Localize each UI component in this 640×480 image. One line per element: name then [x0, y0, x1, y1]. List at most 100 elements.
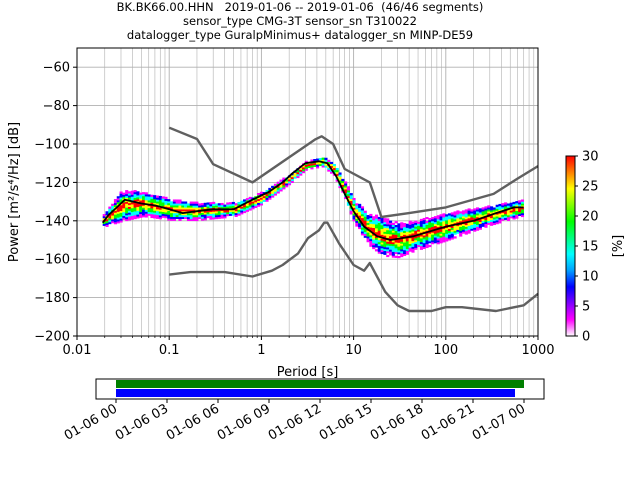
density-cell [265, 195, 269, 198]
density-cell [360, 229, 365, 232]
density-cell [111, 219, 115, 222]
density-cell [116, 221, 120, 224]
density-cell [436, 222, 440, 226]
density-cell [231, 201, 235, 205]
density-cell [490, 217, 494, 221]
density-cell [287, 183, 292, 186]
density-cell [417, 237, 421, 240]
density-cell [422, 221, 426, 225]
density-cell [127, 191, 132, 194]
density-cell [153, 214, 157, 217]
density-cell [226, 213, 230, 217]
density-cell [419, 224, 423, 227]
density-cell [116, 211, 120, 214]
density-cell [372, 243, 376, 246]
density-cell [324, 157, 328, 160]
density-cell [470, 215, 474, 218]
density-cell [383, 223, 387, 227]
density-cell [212, 209, 216, 212]
density-cell [425, 236, 429, 239]
density-cell [498, 215, 502, 218]
density-cell [125, 213, 129, 216]
density-cell [330, 171, 334, 174]
density-cell [189, 213, 193, 216]
density-cell [445, 239, 449, 242]
density-cell [338, 176, 342, 179]
density-cell [397, 250, 401, 253]
density-cell [122, 213, 126, 216]
density-cell [400, 249, 404, 252]
density-cell [459, 213, 463, 216]
density-cell [397, 238, 401, 241]
density-cell [113, 199, 118, 202]
density-cell [467, 214, 471, 217]
density-cell [327, 161, 331, 164]
density-cell [296, 170, 300, 173]
density-cell [102, 216, 106, 219]
density-cell [360, 206, 365, 209]
density-cell [271, 191, 275, 194]
density-cell [439, 231, 443, 234]
density-cell [170, 212, 174, 216]
density-cell [352, 199, 356, 203]
density-cell [153, 210, 157, 213]
density-cell [439, 233, 443, 236]
density-cell [116, 219, 120, 222]
density-cell [363, 235, 367, 238]
density-cell [271, 189, 275, 192]
x-tick-label: 1000 [521, 343, 554, 358]
density-cell [268, 195, 272, 198]
density-cell [327, 159, 331, 163]
density-cell [111, 207, 115, 210]
density-cell [425, 238, 429, 241]
density-cell [442, 219, 446, 222]
density-cell [161, 209, 165, 213]
density-cell [141, 207, 146, 210]
density-cell [206, 202, 210, 205]
density-cell [391, 234, 395, 237]
density-cell [436, 240, 440, 243]
density-cell [411, 233, 415, 236]
density-cell [459, 226, 463, 229]
density-cell [234, 208, 238, 212]
density-cell [341, 186, 345, 189]
density-cell [372, 246, 376, 250]
density-cell [150, 198, 154, 201]
density-cell [447, 215, 452, 218]
density-cell [377, 230, 381, 233]
density-cell [150, 206, 154, 209]
density-cell [265, 193, 269, 197]
density-cell [453, 228, 457, 231]
density-cell [431, 226, 435, 229]
density-cell [383, 248, 387, 252]
density-cell [431, 234, 435, 237]
density-cell [436, 219, 440, 222]
density-cell [108, 221, 112, 225]
density-cell [352, 197, 356, 201]
density-cell [156, 203, 160, 206]
density-cell [478, 223, 482, 226]
density-cell [144, 192, 148, 195]
density-cell [391, 224, 395, 227]
density-cell [428, 235, 432, 238]
density-cell [403, 223, 407, 226]
density-cell [400, 251, 404, 254]
density-cell [178, 201, 182, 204]
density-cell [447, 238, 452, 241]
density-cell [520, 212, 525, 216]
density-cell [130, 207, 134, 211]
density-cell [346, 192, 350, 195]
density-cell [442, 230, 446, 233]
density-cell [139, 213, 143, 216]
density-cell [223, 206, 227, 209]
density-cell [203, 204, 207, 207]
density-cell [271, 193, 275, 196]
density-cell [433, 225, 438, 228]
density-cell [245, 198, 249, 201]
density-cell [332, 169, 336, 172]
density-cell [380, 234, 384, 237]
density-cell [478, 221, 482, 224]
density-cell [327, 169, 331, 172]
y-ticks: −60 −80 −100 −120 −140 −160 −180 −200 [34, 61, 77, 345]
density-cell [186, 216, 191, 220]
